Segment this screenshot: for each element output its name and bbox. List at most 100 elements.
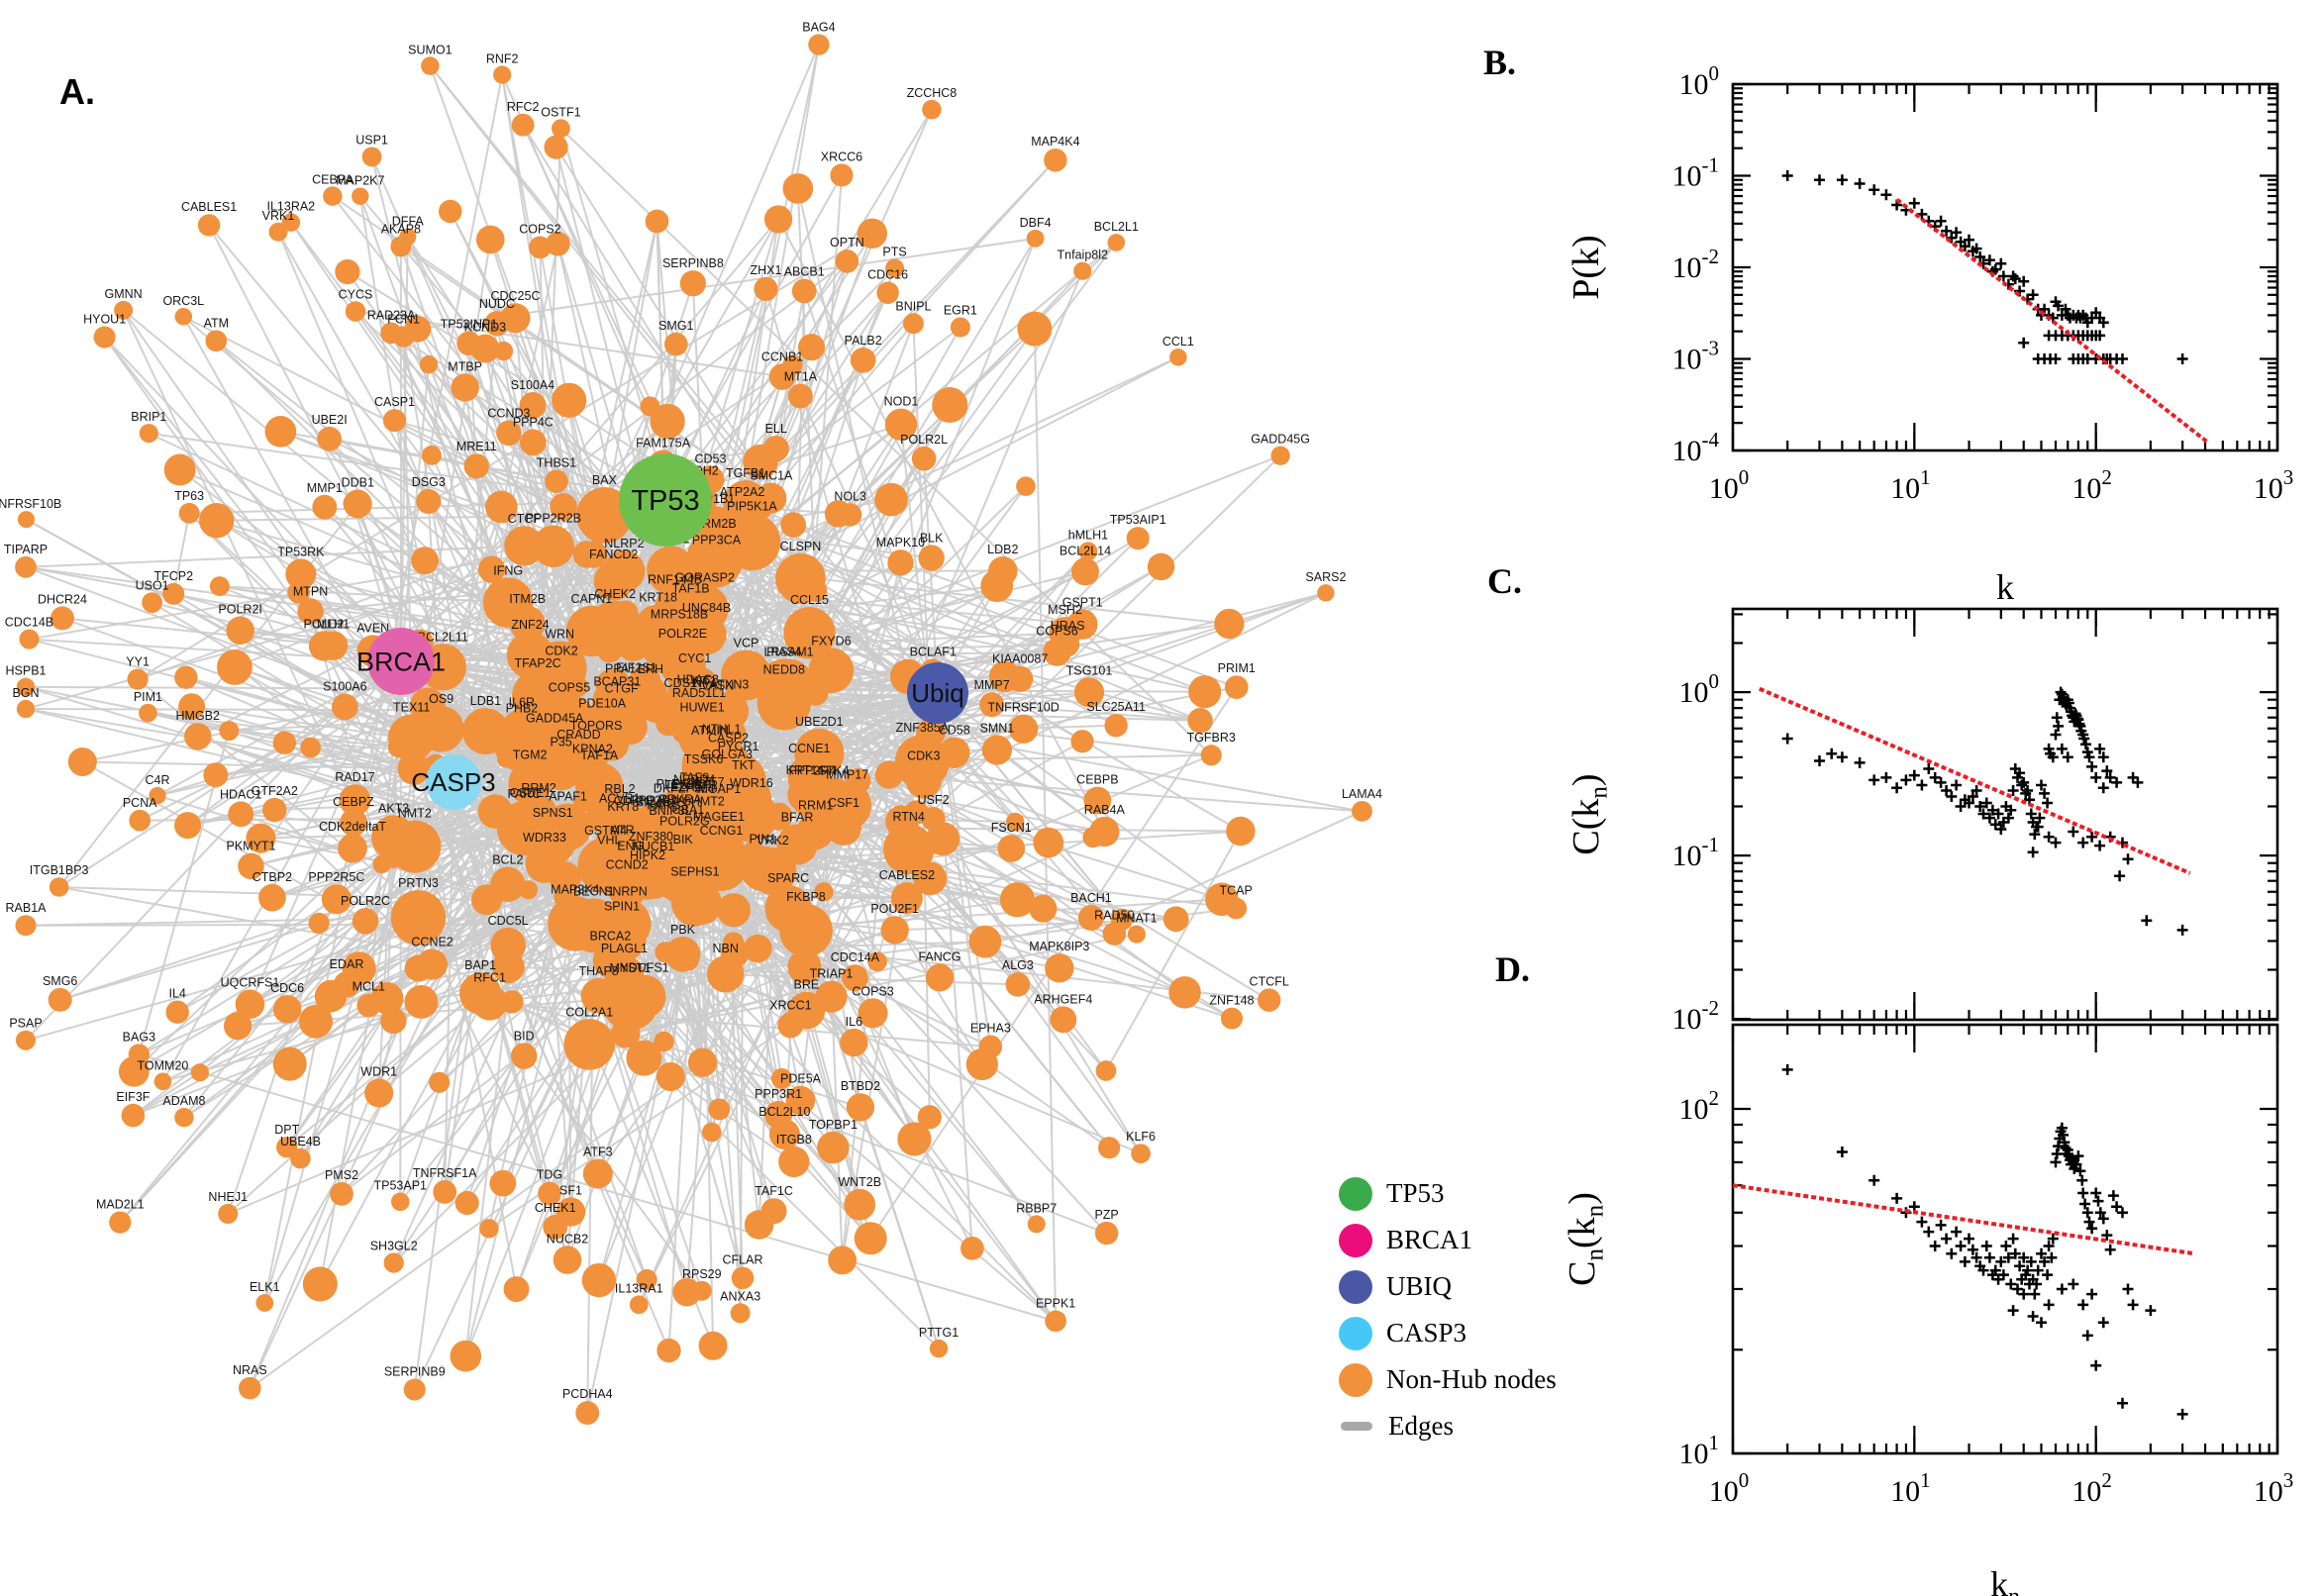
network-node (174, 665, 198, 689)
network-node (1089, 816, 1120, 848)
network-node (656, 1062, 685, 1092)
legend-item-label: TP53 (1386, 1178, 1445, 1208)
node-label: CDS1 (664, 676, 697, 690)
network-node (730, 1303, 751, 1324)
network-node (710, 752, 766, 809)
network-node (298, 1004, 333, 1039)
network-node (579, 541, 608, 568)
network-node (664, 936, 701, 972)
node-label: ZNF148 (1209, 994, 1254, 1008)
node-label: BECN1 (573, 885, 615, 899)
network-node (1220, 1007, 1244, 1030)
network-node (371, 815, 417, 860)
network-node (880, 916, 909, 945)
node-label: FSCN1 (991, 821, 1032, 835)
network-node (228, 801, 254, 828)
network-node (404, 984, 439, 1019)
network-node (504, 526, 545, 566)
network-node (226, 616, 254, 645)
node-label: CDK3 (907, 748, 940, 762)
node-label: CCNE1 (788, 742, 830, 755)
node-label: Tnfaip8l2 (1058, 249, 1108, 262)
network-node (1077, 905, 1104, 931)
network-node (397, 752, 431, 785)
network-node (698, 1331, 728, 1360)
network-node (219, 721, 240, 742)
network-node (510, 1043, 538, 1069)
node-label: OS9 (429, 692, 454, 706)
node-label: BCL2L14 (1060, 544, 1111, 557)
network-node (128, 1044, 150, 1065)
network-node (544, 135, 568, 159)
network-node (922, 99, 942, 120)
legend-item-non-hub-nodes: Non-Hub nodes (1339, 1356, 1557, 1403)
node-label: CDK2deltaT (319, 820, 386, 834)
node-label: WDR16 (730, 776, 773, 790)
network-node (650, 403, 685, 440)
network-node (162, 582, 185, 605)
node-label: IL6R (509, 695, 535, 709)
network-node (1169, 349, 1187, 366)
node-label: EDAR (330, 957, 364, 971)
network-node (184, 723, 212, 750)
node-label: NBN (713, 942, 739, 955)
node-label: APAF1 (549, 789, 587, 803)
network-node (997, 835, 1026, 862)
node-label: PSAP (9, 1017, 42, 1031)
node-label: DFFA (392, 215, 425, 229)
node-label: ATP2A2 (720, 485, 765, 499)
node-label: COPS2 (519, 223, 560, 237)
node-label: GMNN (105, 287, 143, 301)
node-label: DDB1 (342, 476, 374, 490)
network-node (139, 424, 158, 444)
node-label: ATF3 (583, 1145, 613, 1158)
node-label: CYCS (339, 287, 373, 301)
network-node (1027, 1215, 1046, 1234)
network-node (330, 1182, 354, 1206)
node-label: TOPORS (570, 719, 623, 733)
network-node (1095, 1060, 1117, 1081)
node-label: PIAS4 (766, 646, 801, 659)
node-label: SH3GL2 (370, 1239, 418, 1252)
network-node (825, 809, 861, 846)
node-label: GSTM4 (584, 824, 627, 838)
node-label: HIPK2 (630, 848, 665, 862)
node-label: CCL15 (790, 593, 829, 607)
network-node (850, 348, 876, 373)
network-node (882, 823, 935, 875)
network-node (1226, 816, 1256, 847)
y-axis-title: C(kn​) (1566, 773, 1612, 854)
network-node (255, 1294, 274, 1312)
network-node (142, 592, 162, 614)
node-label: NDUFS1 (620, 961, 669, 975)
node-label: BCL2 (492, 853, 523, 867)
network-node (109, 1211, 132, 1234)
node-label: TFCP2 (153, 569, 193, 583)
network-node (458, 972, 502, 1015)
fit-line (1895, 197, 2211, 446)
network-node (223, 1012, 252, 1041)
network-node (429, 1071, 451, 1093)
network-node (461, 708, 509, 754)
network-node (575, 1401, 600, 1426)
node-label: CTGF (605, 681, 639, 695)
network-node (707, 955, 745, 993)
y-axis-title: Cn​(kn​) (1562, 1192, 1608, 1286)
node-label: THAP8 (578, 964, 618, 978)
network-node (190, 1063, 209, 1082)
node-label: CAPN1 (571, 592, 613, 606)
node-label: CDC14B (5, 616, 53, 630)
network-node (603, 549, 646, 592)
network-node (1029, 894, 1058, 923)
network-node (174, 812, 202, 840)
node-label: USP1 (355, 134, 388, 148)
node-label: CD58 (939, 723, 970, 737)
network-node (894, 735, 950, 790)
node-label: DSG3 (412, 475, 446, 489)
network-node (264, 416, 297, 448)
fit-line (1759, 686, 2191, 875)
network-node (361, 147, 382, 167)
hub-label-casp3: CASP3 (411, 767, 495, 797)
network-node (493, 65, 512, 84)
node-label: MAP2K4 (551, 882, 599, 896)
